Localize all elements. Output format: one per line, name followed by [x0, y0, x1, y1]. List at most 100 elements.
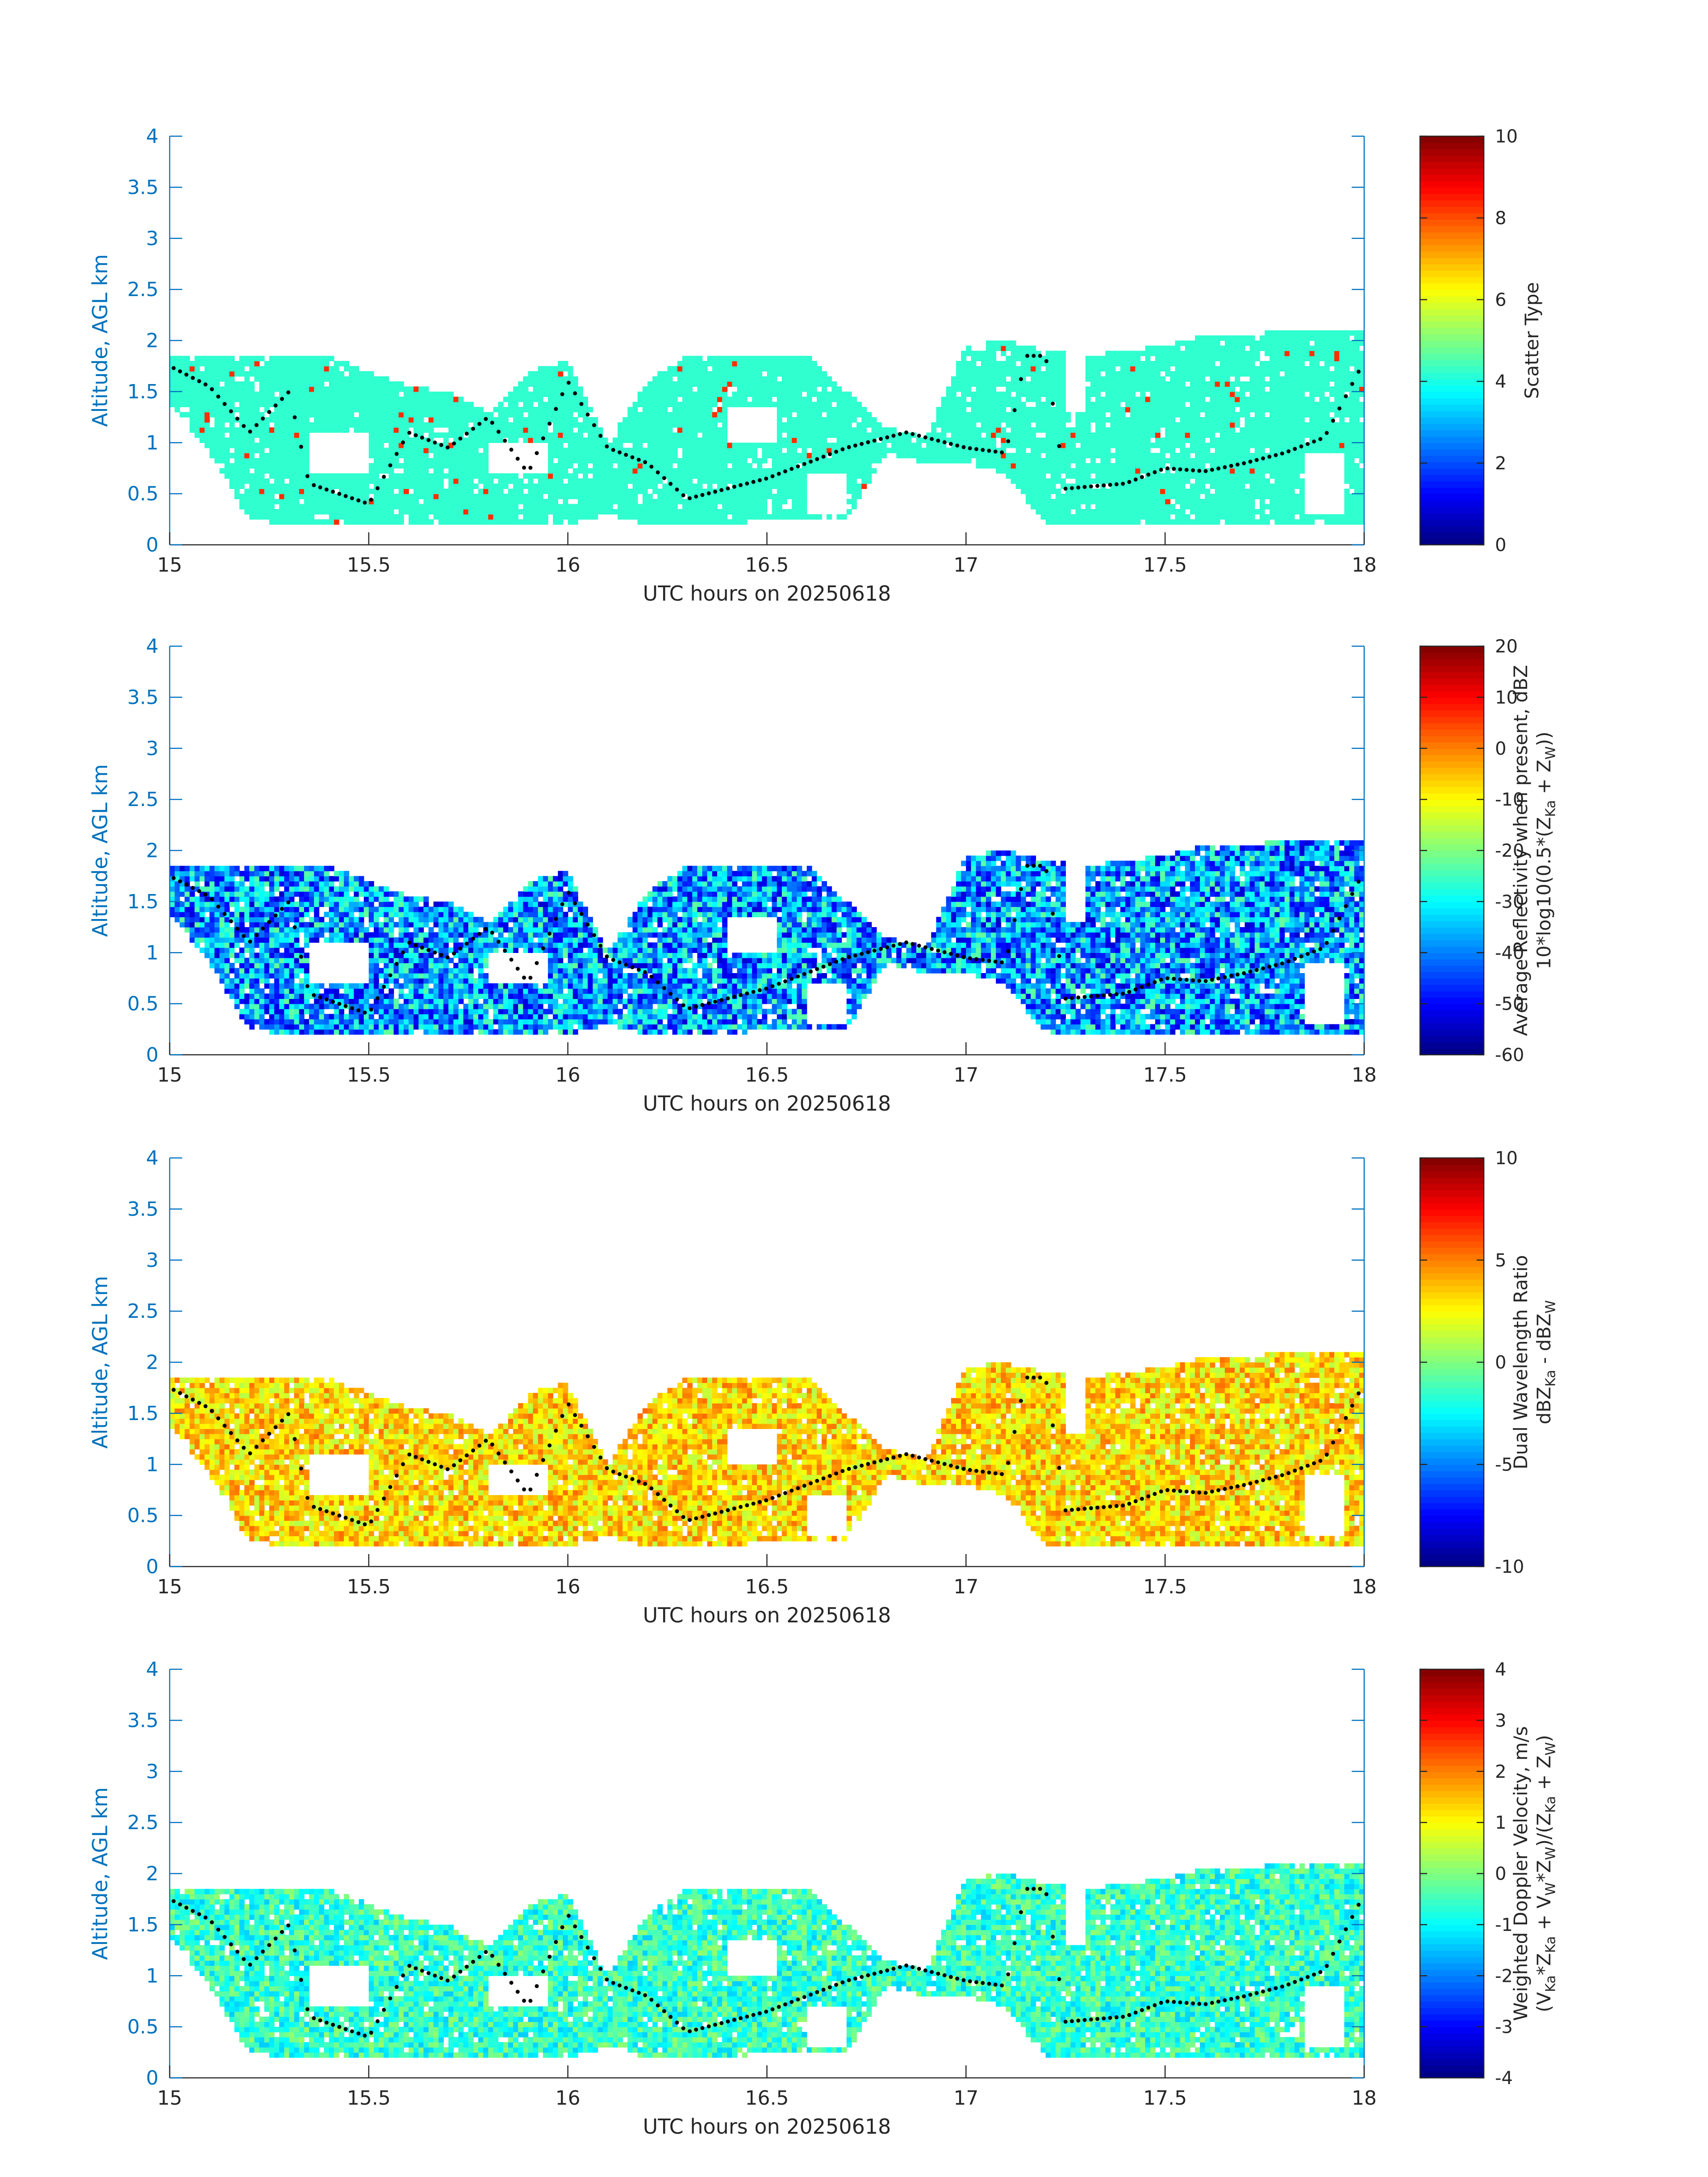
heatmap-cell — [986, 401, 991, 407]
heatmap-cell — [961, 401, 967, 407]
heatmap-cell — [1155, 376, 1161, 382]
heatmap-cell — [568, 432, 573, 438]
heatmap-cell — [289, 366, 295, 372]
heatmap-cell — [533, 427, 539, 433]
heatmap-cell — [632, 463, 638, 469]
heatmap-cell — [528, 397, 534, 402]
heatmap-cell — [1050, 391, 1056, 397]
heatmap-cell — [712, 473, 718, 479]
heatmap-cell — [1056, 473, 1061, 479]
heatmap-cell — [787, 453, 792, 459]
heatmap-cell — [752, 504, 757, 510]
heatmap-cell — [518, 489, 524, 494]
heatmap-cell — [1085, 417, 1091, 423]
heatmap-cell — [1045, 397, 1051, 402]
heatmap-cell — [274, 397, 280, 402]
heatmap-cell — [1070, 443, 1076, 448]
heatmap-cell — [379, 468, 384, 474]
heatmap-cell — [538, 412, 543, 418]
heatmap-cell — [926, 453, 932, 459]
heatmap-cell — [742, 489, 748, 494]
heatmap-cell — [553, 473, 559, 479]
heatmap-cell — [1045, 514, 1051, 520]
heatmap-cell — [827, 376, 832, 382]
heatmap-cell — [792, 366, 798, 372]
heatmap-cell — [483, 489, 489, 494]
heatmap-cell — [1185, 340, 1190, 346]
heatmap-cell — [597, 478, 603, 484]
heatmap-cell — [797, 458, 802, 464]
heatmap-cell — [1020, 437, 1026, 443]
heatmap-cell — [409, 493, 414, 499]
heatmap-cell — [568, 453, 573, 459]
heatmap-cell — [822, 427, 827, 433]
heatmap-cell — [498, 417, 504, 423]
heatmap-cell — [1040, 412, 1046, 418]
heatmap-cell — [961, 366, 967, 372]
heatmap-cell — [986, 458, 991, 464]
heatmap-cell — [1040, 361, 1046, 367]
heatmap-cell — [398, 447, 404, 453]
heatmap-cell — [528, 519, 534, 525]
heatmap-cell — [568, 381, 573, 387]
heatmap-cell — [314, 493, 320, 499]
heatmap-cell — [677, 366, 683, 372]
heatmap-cell — [1115, 468, 1121, 474]
heatmap-cell — [324, 397, 330, 402]
heatmap-cell — [607, 509, 613, 515]
heatmap-cell — [572, 483, 578, 489]
heatmap-cell — [846, 437, 852, 443]
heatmap-cell — [205, 412, 210, 418]
heatmap-cell — [284, 422, 290, 428]
heatmap-cell — [508, 427, 514, 433]
heatmap-cell — [642, 493, 648, 499]
heatmap-cell — [752, 514, 757, 520]
heatmap-cell — [483, 412, 489, 418]
heatmap-cell — [194, 397, 200, 402]
heatmap-cell — [563, 376, 568, 382]
heatmap-cell — [996, 397, 1002, 402]
heatmap-cell — [1110, 376, 1116, 382]
heatmap-cell — [622, 458, 628, 464]
heatmap-cell — [254, 371, 260, 377]
heatmap-cell — [269, 443, 275, 448]
heatmap-cell — [264, 514, 270, 520]
heatmap-cell — [1140, 463, 1146, 469]
heatmap-cell — [971, 407, 977, 413]
heatmap-cell — [1001, 432, 1006, 438]
heatmap-cell — [1031, 489, 1036, 494]
heatmap-cell — [1175, 473, 1181, 479]
heatmap-cell — [722, 371, 728, 377]
heatmap-cell — [881, 437, 887, 443]
heatmap-cell — [657, 397, 663, 402]
heatmap-cell — [1135, 407, 1141, 413]
heatmap-cell — [194, 355, 200, 361]
heatmap-cell — [762, 473, 768, 479]
heatmap-cell — [214, 412, 220, 418]
heatmap-cell — [642, 463, 648, 469]
heatmap-cell — [478, 509, 484, 515]
heatmap-cell — [941, 407, 947, 413]
heatmap-cell — [1195, 499, 1200, 505]
heatmap-cell — [409, 386, 414, 392]
heatmap-cell — [583, 417, 588, 423]
heatmap-cell — [1001, 340, 1006, 346]
heatmap-cell — [1031, 432, 1036, 438]
heatmap-cell — [304, 437, 309, 443]
heatmap-cell — [806, 361, 812, 367]
heatmap-cell — [239, 391, 245, 397]
heatmap-cell — [1026, 391, 1031, 397]
heatmap-cell — [384, 489, 389, 494]
heatmap-cell — [792, 483, 798, 489]
heatmap-cell — [732, 519, 738, 525]
heatmap-cell — [1040, 417, 1046, 423]
heatmap-cell — [647, 443, 653, 448]
heatmap-cell — [344, 422, 349, 428]
heatmap-cell — [568, 458, 573, 464]
heatmap-cell — [1050, 437, 1056, 443]
heatmap-cell — [767, 447, 773, 453]
heatmap-cell — [588, 447, 593, 453]
heatmap-cell — [403, 509, 409, 515]
heatmap-cell — [787, 463, 792, 469]
heatmap-cell — [672, 478, 678, 484]
